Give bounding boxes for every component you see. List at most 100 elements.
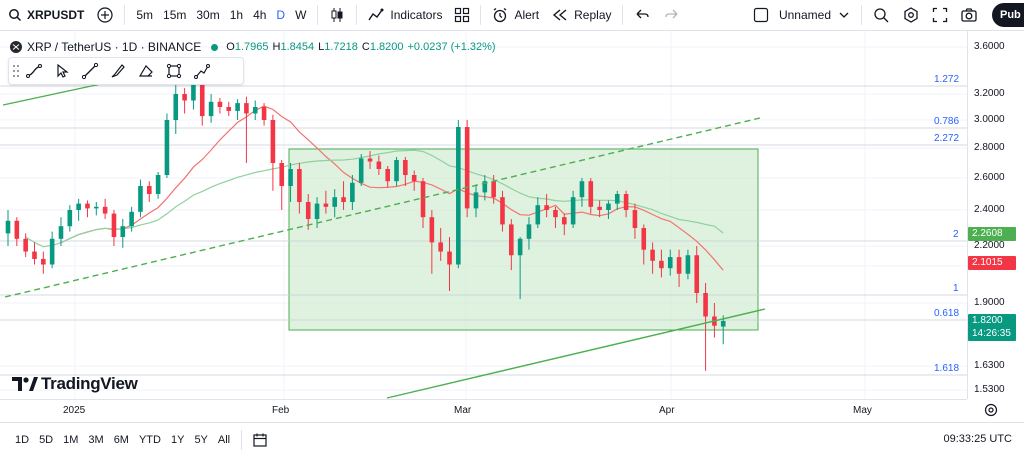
chart-type-button[interactable] <box>322 0 352 31</box>
candle <box>288 163 293 202</box>
snapshot-button[interactable] <box>954 0 984 31</box>
price-axis[interactable]: 3.6000 3.2000 3.0000 2.8000 2.6000 2.4000 2.20… <box>967 31 1024 399</box>
brush-tool[interactable] <box>104 59 132 83</box>
candle <box>332 189 338 218</box>
candle <box>279 160 285 210</box>
fib-level-label: 1.618 <box>934 363 960 374</box>
interval-5m[interactable]: 5m <box>136 8 154 22</box>
time-label: 2025 <box>63 405 86 416</box>
replay-button[interactable]: Replay <box>545 0 617 31</box>
fib-level-label: 0.786 <box>934 116 960 127</box>
candle <box>235 99 240 120</box>
candle <box>208 94 214 123</box>
support-trend-line <box>386 308 766 399</box>
interval-d[interactable]: D <box>276 8 286 22</box>
candle <box>650 242 655 274</box>
trend-lines <box>2 81 766 399</box>
trendline-tool[interactable] <box>20 59 48 83</box>
candle <box>720 315 726 345</box>
legend-title: XRP / TetherUS · 1D · BINANCE <box>27 40 202 54</box>
candle <box>32 242 37 265</box>
line-tool[interactable] <box>76 59 104 83</box>
candle <box>5 210 11 246</box>
moving-averages <box>25 105 724 271</box>
range-5d[interactable]: 5D <box>39 433 54 446</box>
undo-button[interactable] <box>627 0 657 31</box>
range-1d[interactable]: 1D <box>15 433 30 446</box>
alert-button[interactable]: Alert <box>485 0 545 31</box>
range-all[interactable]: All <box>217 433 231 446</box>
candle <box>526 217 532 250</box>
range-6m[interactable]: 6M <box>113 433 129 446</box>
range-group: 1D 5D 1M 3M 6M YTD 1Y 5Y All <box>0 434 235 446</box>
range-3m[interactable]: 3M <box>88 433 104 446</box>
settings-circle-icon <box>984 403 998 417</box>
zone-rect <box>288 148 759 331</box>
fullscreen-button[interactable] <box>926 0 954 31</box>
fib-level-label: 1.272 <box>934 74 960 85</box>
eraser-tool[interactable] <box>132 59 160 83</box>
interval-30m[interactable]: 30m <box>196 8 220 22</box>
candle <box>500 190 505 232</box>
indicators-button[interactable]: Indicators <box>361 0 448 31</box>
candle <box>270 114 276 191</box>
candle <box>173 84 179 134</box>
range-1m[interactable]: 1M <box>63 433 79 446</box>
redo-button[interactable] <box>657 0 687 31</box>
price-tick: 2.6000 <box>974 172 1005 183</box>
interval-15m[interactable]: 15m <box>163 8 187 22</box>
candle <box>667 249 673 276</box>
cursor-tool[interactable] <box>48 59 76 83</box>
interval-1h[interactable]: 1h <box>229 8 244 22</box>
symbol-search[interactable]: XRPUSDT <box>0 0 90 31</box>
brush-icon <box>111 64 125 78</box>
time-label: Feb <box>272 405 290 416</box>
tradingview-logo[interactable]: TradingView <box>12 374 138 394</box>
fib-lines <box>0 85 967 376</box>
range-5y[interactable]: 5Y <box>194 433 208 446</box>
price-tick: 3.6000 <box>974 41 1005 52</box>
candle <box>588 178 594 214</box>
fib-level-label: 2 <box>953 229 959 240</box>
indicators-icon <box>368 8 384 21</box>
candle <box>217 97 223 114</box>
candle <box>403 157 408 186</box>
rectangle-tool[interactable] <box>160 59 188 83</box>
price-tick: 2.2000 <box>974 240 1005 251</box>
date-range-button[interactable] <box>252 432 268 448</box>
calendar-icon <box>253 433 267 447</box>
interval-4h[interactable]: 4h <box>253 8 267 22</box>
candle <box>244 96 249 163</box>
range-ytd[interactable]: YTD <box>138 433 161 446</box>
axis-settings-button[interactable] <box>984 403 998 422</box>
candle <box>182 88 187 114</box>
candle <box>155 172 161 199</box>
time-label: Mar <box>454 405 472 416</box>
path-tool[interactable] <box>188 59 216 83</box>
xrp-logo-icon <box>10 41 22 53</box>
layout-select[interactable]: Unnamed <box>747 0 857 31</box>
time-label: May <box>853 405 872 416</box>
candle <box>49 231 55 269</box>
cursor-icon <box>57 63 69 78</box>
quick-search-button[interactable] <box>866 0 896 31</box>
settings-button[interactable] <box>896 0 926 31</box>
price-tick: 3.0000 <box>974 114 1005 125</box>
interval-w[interactable]: W <box>295 8 307 22</box>
time-axis[interactable]: 2025 Feb Mar Apr May <box>0 399 967 421</box>
compare-button[interactable] <box>90 0 120 31</box>
candle <box>659 249 664 278</box>
candle <box>358 154 364 186</box>
layouts-button[interactable] <box>448 0 476 31</box>
ma-red-badge: 2.1015 <box>968 256 1016 270</box>
legend-l-label: L <box>318 41 325 53</box>
range-1y[interactable]: 1Y <box>170 433 185 446</box>
candle <box>94 202 99 216</box>
drag-handle-icon[interactable] <box>12 63 20 79</box>
utc-clock[interactable]: 09:33:25 UTC <box>943 433 1012 445</box>
candle <box>14 217 20 246</box>
publish-button[interactable]: Pub <box>992 3 1024 27</box>
candle <box>491 175 496 204</box>
candle <box>67 205 73 232</box>
